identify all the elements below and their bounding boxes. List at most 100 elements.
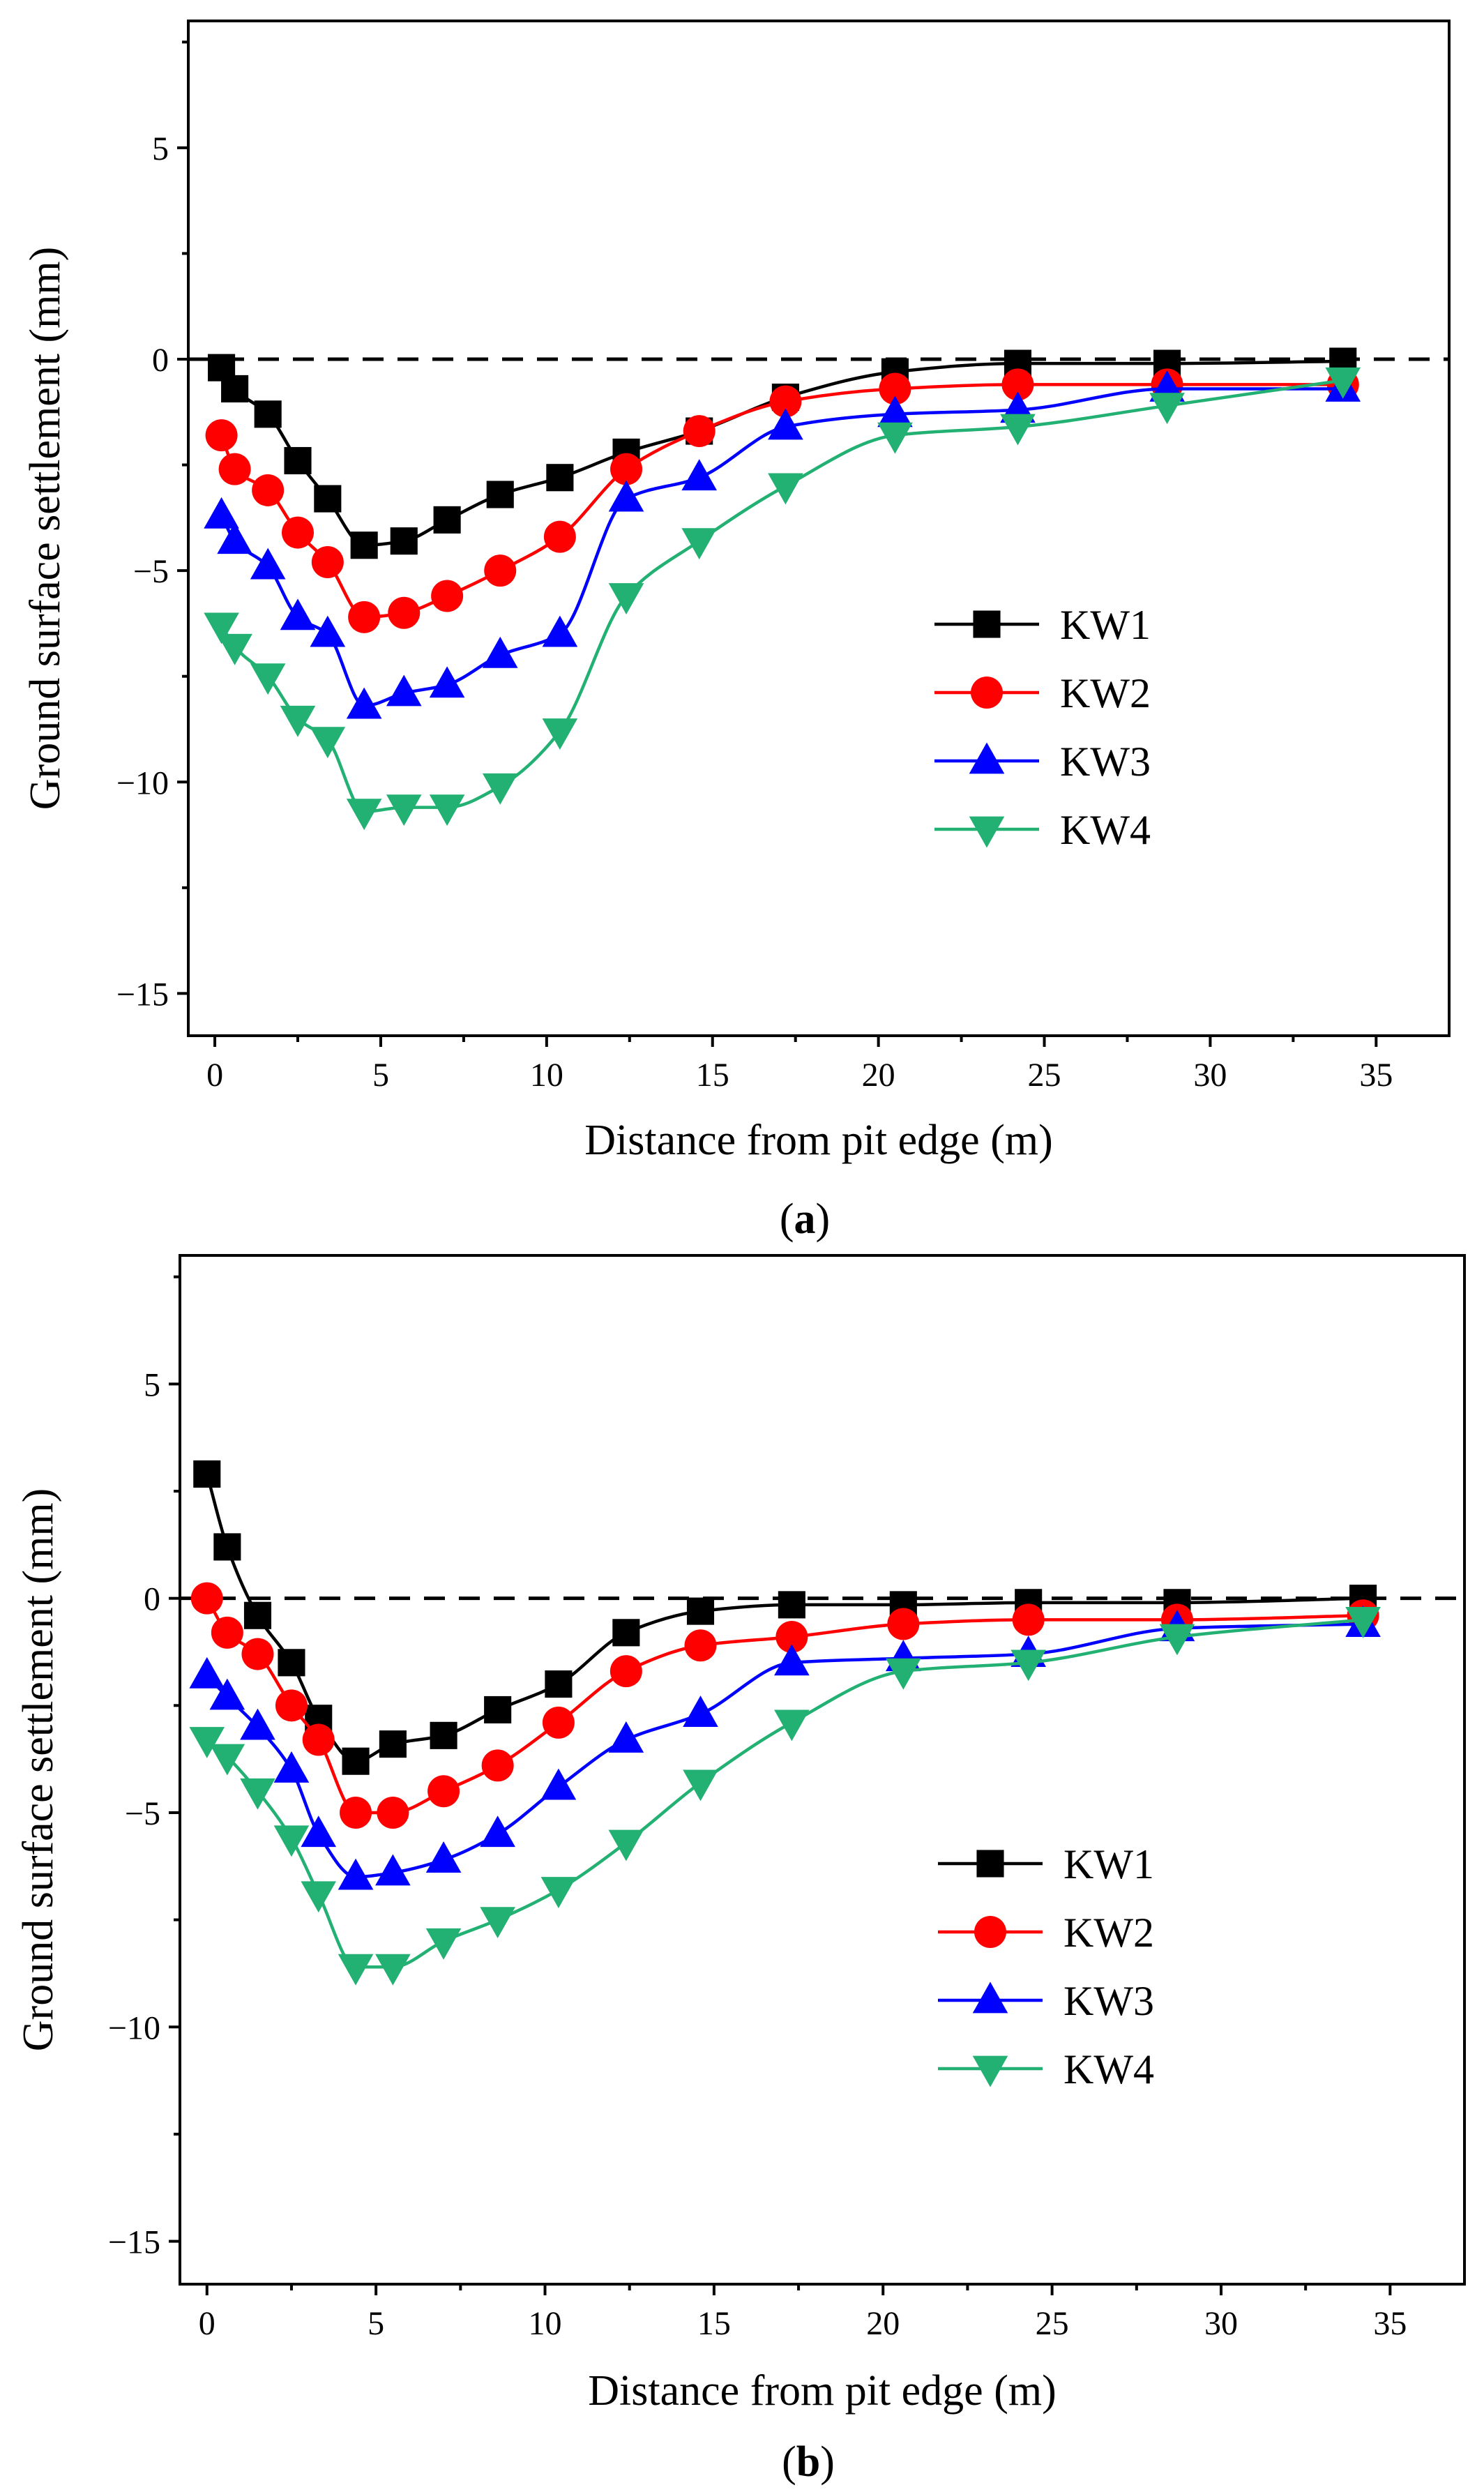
- data-point-kw1: [546, 464, 574, 492]
- data-point-kw3: [386, 674, 422, 707]
- legend-label-kw2: KW2: [1060, 670, 1151, 716]
- data-point-kw1: [390, 527, 418, 555]
- data-point-kw3: [301, 1815, 337, 1848]
- data-point-kw2: [311, 546, 344, 578]
- data-point-kw2: [275, 1689, 308, 1722]
- data-point-kw2: [302, 1723, 335, 1756]
- data-point-kw4: [774, 1709, 810, 1742]
- data-point-kw3: [540, 1768, 577, 1800]
- data-point-kw3: [338, 1858, 374, 1890]
- panel-label: (b): [782, 2438, 835, 2486]
- data-point-kw2: [887, 1608, 920, 1640]
- data-point-kw4: [1325, 367, 1361, 399]
- x-tick-label: 30: [1193, 1057, 1227, 1094]
- x-tick-label: 30: [1204, 2305, 1238, 2342]
- data-point-kw4: [608, 583, 644, 614]
- x-tick-label: 15: [696, 1057, 729, 1094]
- plot-frame: [179, 1254, 1466, 2286]
- data-point-kw3: [310, 615, 346, 647]
- data-point-kw3: [480, 1815, 515, 1848]
- y-tick-label: 5: [144, 1366, 160, 1403]
- x-tick-label: 0: [199, 2305, 215, 2342]
- data-point-kw2: [610, 1655, 642, 1688]
- y-axis-label: Ground surface settlement (mm): [22, 247, 69, 810]
- y-tick-label: −15: [116, 976, 169, 1013]
- data-point-kw3: [250, 548, 286, 580]
- data-point-kw4: [1159, 1624, 1195, 1656]
- data-point-kw4: [1345, 1606, 1381, 1638]
- data-point-kw3: [608, 480, 644, 512]
- data-point-kw1: [433, 506, 461, 534]
- x-axis-label: Distance from pit edge (m): [588, 2367, 1056, 2415]
- x-tick-label: 10: [530, 1057, 563, 1094]
- legend-marker-kw1: [976, 1850, 1004, 1878]
- data-point-kw3: [877, 395, 913, 428]
- data-point-kw2: [542, 1706, 575, 1739]
- x-tick-label: 20: [866, 2305, 900, 2342]
- legend-label-kw3: KW3: [1063, 1978, 1154, 2024]
- y-tick-label: 0: [152, 342, 169, 379]
- data-point-kw4: [1149, 393, 1185, 425]
- data-point-kw4: [386, 794, 422, 826]
- data-point-kw3: [209, 1678, 245, 1710]
- data-point-kw4: [540, 1877, 577, 1909]
- legend-marker-kw2: [971, 677, 1003, 709]
- data-point-kw1: [243, 1601, 272, 1629]
- data-point-kw3: [204, 497, 239, 529]
- data-point-kw3: [240, 1708, 275, 1740]
- x-tick-label: 35: [1359, 1057, 1393, 1094]
- data-point-kw2: [427, 1775, 460, 1808]
- data-point-kw1: [686, 1597, 715, 1625]
- data-point-kw4: [877, 422, 913, 454]
- data-point-kw1: [342, 1747, 370, 1775]
- data-point-kw3: [425, 1841, 462, 1873]
- data-point-kw3: [280, 598, 316, 630]
- data-point-kw4: [608, 1829, 644, 1862]
- chart-panel-a: 0 5 10 15 20 25 30 35 −15 −10 −5 0 5 KW1 KW2 KW3 KW4 Dist…: [22, 20, 1451, 1243]
- data-point-kw2: [775, 1620, 808, 1653]
- data-point-kw2: [683, 415, 716, 448]
- data-point-kw3: [375, 1854, 411, 1886]
- data-point-kw1: [379, 1730, 407, 1758]
- data-point-kw4: [681, 528, 718, 560]
- legend-marker-kw2: [974, 1916, 1006, 1948]
- legend-label-kw1: KW1: [1060, 602, 1151, 648]
- legend-label-kw4: KW4: [1060, 807, 1151, 853]
- data-point-kw2: [684, 1629, 717, 1662]
- data-point-kw2: [348, 601, 381, 633]
- x-tick-label: 25: [1028, 1057, 1061, 1094]
- data-point-kw2: [241, 1638, 274, 1670]
- data-point-kw4: [217, 633, 252, 665]
- data-point-kw3: [273, 1751, 310, 1783]
- data-point-kw2: [769, 385, 802, 418]
- data-point-kw1: [314, 485, 342, 513]
- data-point-kw1: [778, 1591, 805, 1619]
- data-point-kw4: [375, 1954, 411, 1986]
- y-tick-label: −15: [108, 2224, 160, 2261]
- data-point-kw2: [431, 580, 464, 612]
- x-tick-label: 15: [697, 2305, 731, 2342]
- x-tick-label: 5: [368, 2305, 384, 2342]
- data-point-kw4: [1010, 1649, 1046, 1682]
- x-tick-label: 25: [1036, 2305, 1069, 2342]
- data-point-kw1: [430, 1721, 457, 1749]
- data-point-kw3: [217, 522, 252, 554]
- chart-panel-b: 0 5 10 15 20 25 30 35 −15 −10 −5 0 5 KW1 KW2 KW3 KW4 Dist…: [15, 1254, 1466, 2486]
- data-point-kw2: [190, 1582, 223, 1615]
- data-point-kw4: [429, 794, 465, 826]
- data-point-kw1: [193, 1460, 221, 1488]
- x-tick-label: 0: [206, 1057, 223, 1094]
- y-tick-label: −10: [116, 764, 169, 801]
- data-point-kw3: [681, 459, 718, 491]
- legend-marker-kw3: [972, 1981, 1008, 2014]
- data-point-kw3: [608, 1721, 644, 1753]
- data-point-kw2: [1001, 368, 1034, 401]
- data-point-kw4: [204, 612, 239, 644]
- x-tick-label: 5: [372, 1057, 389, 1094]
- data-point-kw2: [218, 453, 251, 485]
- data-point-kw4: [480, 1907, 515, 1939]
- y-axis-label: Ground surface settlement (mm): [15, 1488, 62, 2051]
- data-point-kw3: [189, 1656, 225, 1689]
- data-point-kw4: [338, 1954, 374, 1986]
